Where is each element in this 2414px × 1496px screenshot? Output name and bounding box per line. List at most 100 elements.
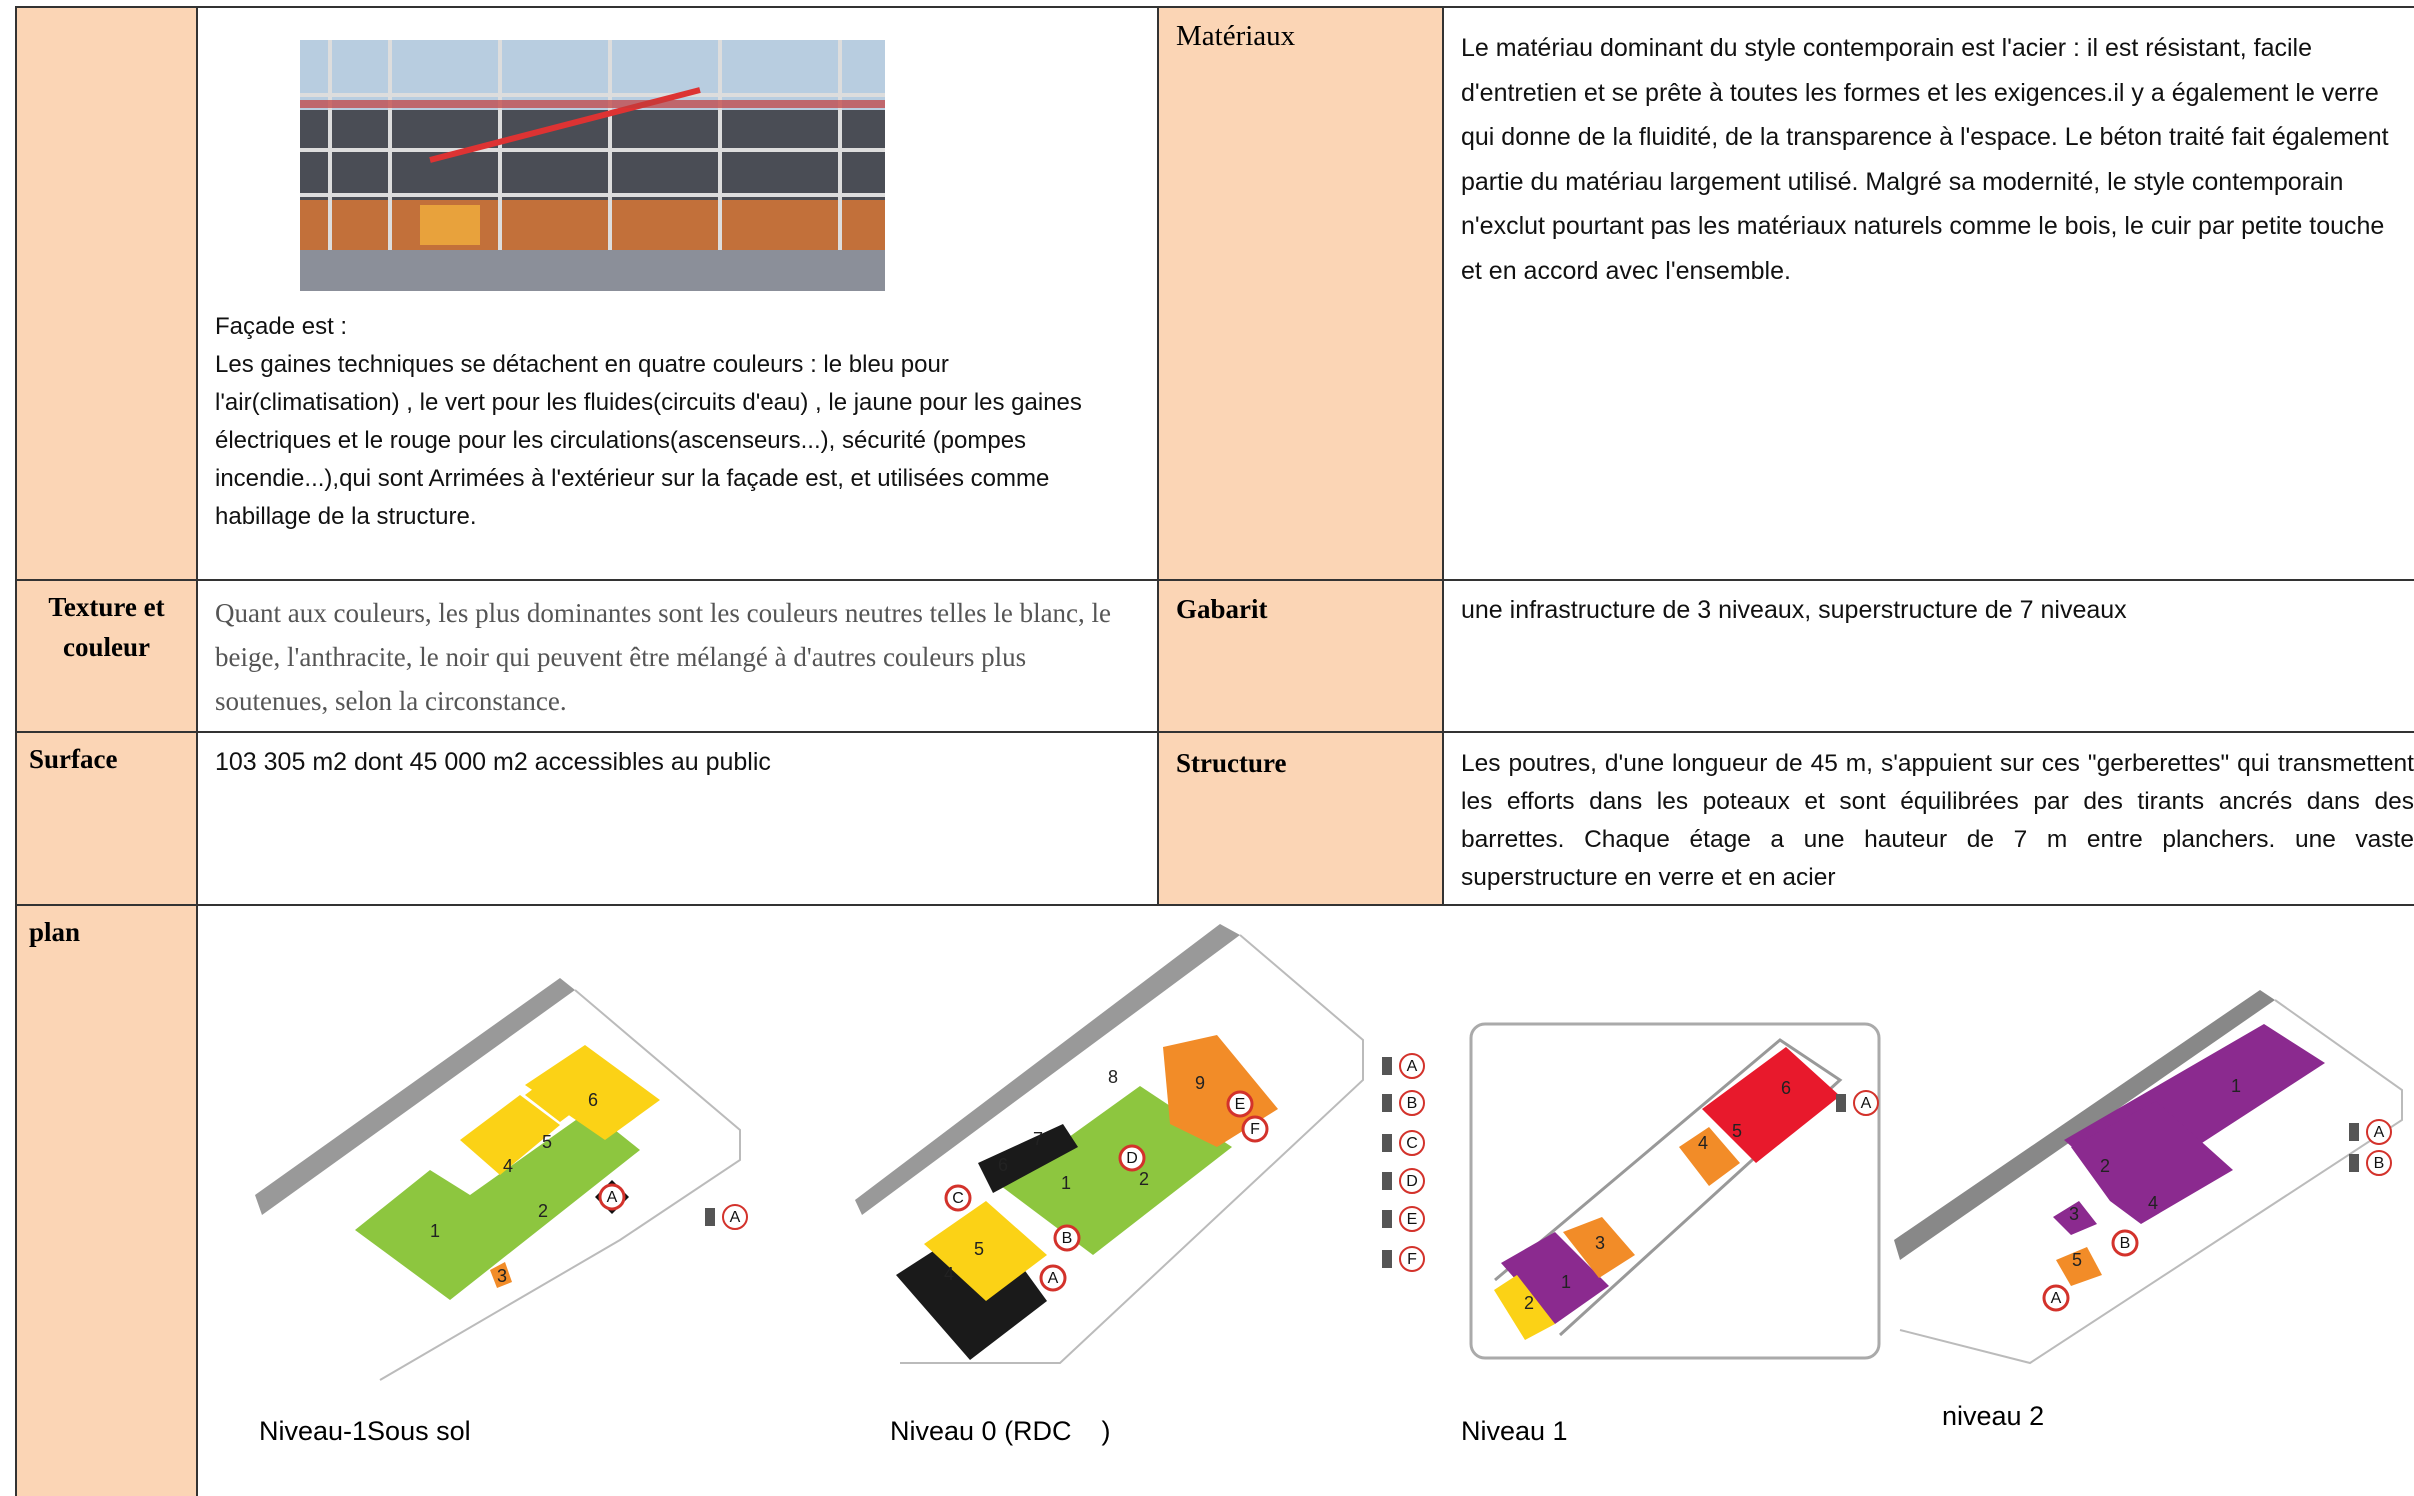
- marker: [944, 1184, 972, 1212]
- zone-label: 7: [1033, 1129, 1043, 1149]
- legend-icon: [1382, 1210, 1392, 1228]
- legend-label: B: [2374, 1155, 2385, 1172]
- zone-label: 4: [503, 1156, 513, 1176]
- legend-label: A: [1861, 1095, 1872, 1112]
- cell: Le matériau dominant du style contempora…: [1442, 6, 2414, 581]
- marker: [2111, 1229, 2139, 1257]
- plan-diagram: [1469, 1022, 1881, 1360]
- label: Texture et couleur: [48, 592, 165, 662]
- legend-icon: [1382, 1057, 1392, 1075]
- legend-icon: [1382, 1134, 1392, 1152]
- zone-label: 3: [2069, 1204, 2079, 1224]
- marker-label: E: [1235, 1096, 1246, 1113]
- zone-label: 5: [2072, 1250, 2082, 1270]
- label: plan: [29, 917, 81, 947]
- marker-label: F: [1250, 1121, 1260, 1138]
- legend-label: C: [1406, 1135, 1418, 1152]
- marker: [1226, 1090, 1254, 1118]
- paragraph: 103 305 m2 dont 45 000 m2 accessibles au…: [215, 748, 771, 776]
- legend-icon: [705, 1208, 715, 1226]
- paragraph: Les poutres, d'une longueur de 45 m, s'a…: [1461, 750, 2414, 891]
- label-cell: plan: [15, 904, 198, 1496]
- legend-icon: [1382, 1094, 1392, 1112]
- label-cell: Structure: [1157, 731, 1444, 906]
- cell: Les poutres, d'une longueur de 45 m, s'a…: [1442, 731, 2414, 906]
- marker-label: D: [1126, 1150, 1138, 1167]
- zone-label: 2: [1524, 1293, 1534, 1313]
- legend-marker: [1399, 1206, 1425, 1232]
- zone-label: 6: [1781, 1078, 1791, 1098]
- marker-label: B: [2120, 1235, 2131, 1252]
- paragraph: Les gaines techniques se détachent en qu…: [215, 351, 1082, 530]
- marker: [1118, 1144, 1146, 1172]
- marker-label: C: [952, 1190, 964, 1207]
- label: Matériaux: [1176, 20, 1296, 52]
- paragraph: une infrastructure de 3 niveaux, superst…: [1461, 596, 2127, 624]
- plan-diagram: [255, 978, 741, 1381]
- zone-label: 3: [1595, 1233, 1605, 1253]
- marker: [1039, 1264, 1067, 1292]
- paragraph: Le matériau dominant du style contempora…: [1461, 34, 2389, 285]
- legend-marker: [1399, 1090, 1425, 1116]
- zone-label: 5: [974, 1239, 984, 1259]
- facade-photo: [300, 40, 885, 291]
- legend-marker: [2366, 1150, 2392, 1176]
- zone-label: 2: [538, 1201, 548, 1221]
- plan-caption: niveau 2: [1942, 1401, 2045, 1431]
- label-cell: Matériaux: [1157, 6, 1444, 581]
- caption: Façade est :: [215, 313, 348, 340]
- legend-label: A: [2374, 1124, 2385, 1141]
- marker: [598, 1183, 626, 1211]
- marker: [1241, 1115, 1269, 1143]
- label-cell: Surface: [15, 731, 198, 906]
- legend-marker: [722, 1204, 748, 1230]
- zone-label: 8: [1108, 1067, 1118, 1087]
- zone-label: 9: [1195, 1073, 1205, 1093]
- zone-label: 1: [1061, 1173, 1071, 1193]
- legend-marker: [2366, 1119, 2392, 1145]
- plan-caption: Niveau 1: [1461, 1416, 1568, 1446]
- zone-label: 6: [588, 1090, 598, 1110]
- legend-label: D: [1406, 1173, 1418, 1190]
- legend-label: A: [1407, 1058, 1418, 1075]
- zone-label: 2: [1139, 1169, 1149, 1189]
- legend-label: B: [1407, 1095, 1418, 1112]
- label: Surface: [29, 744, 118, 774]
- plan-caption: Niveau 0 (RDC ): [890, 1416, 1111, 1446]
- marker-label: B: [1062, 1230, 1073, 1247]
- zone-label: 1: [2231, 1076, 2241, 1096]
- zone-label: 5: [542, 1132, 552, 1152]
- legend-marker: [1399, 1053, 1425, 1079]
- plan-diagram: [855, 924, 1364, 1364]
- plan-diagram: [1894, 990, 2403, 1365]
- legend-icon: [1382, 1172, 1392, 1190]
- legend-icon: [2349, 1123, 2359, 1141]
- marker-label: A: [607, 1189, 618, 1206]
- legend-marker: [1399, 1168, 1425, 1194]
- marker-label: A: [2051, 1290, 2062, 1307]
- legend-icon: [2349, 1154, 2359, 1172]
- zone-label: 3: [497, 1266, 507, 1286]
- label: Structure: [1176, 748, 1287, 778]
- label: Gabarit: [1176, 594, 1268, 624]
- label-cell: Texture et couleur: [15, 579, 198, 733]
- legend-marker: [1399, 1130, 1425, 1156]
- legend-icon: [1836, 1094, 1846, 1112]
- legend-label: A: [730, 1209, 741, 1226]
- zone-label: 2: [2100, 1156, 2110, 1176]
- marker: [1053, 1224, 1081, 1252]
- legend-marker: [1853, 1090, 1879, 1116]
- legend-label: E: [1407, 1211, 1418, 1228]
- zone-label: 4: [1698, 1133, 1708, 1153]
- zone-label: 5: [1732, 1121, 1742, 1141]
- legend-label: F: [1407, 1251, 1417, 1268]
- zone-label: 4: [2148, 1193, 2158, 1213]
- marker-label: A: [1048, 1270, 1059, 1287]
- marker: [2042, 1284, 2070, 1312]
- legend-icon: [1382, 1250, 1392, 1268]
- paragraph: Quant aux couleurs, les plus dominantes …: [215, 598, 1112, 716]
- zone-label: 1: [1561, 1272, 1571, 1292]
- zone-label: 4: [944, 1264, 954, 1284]
